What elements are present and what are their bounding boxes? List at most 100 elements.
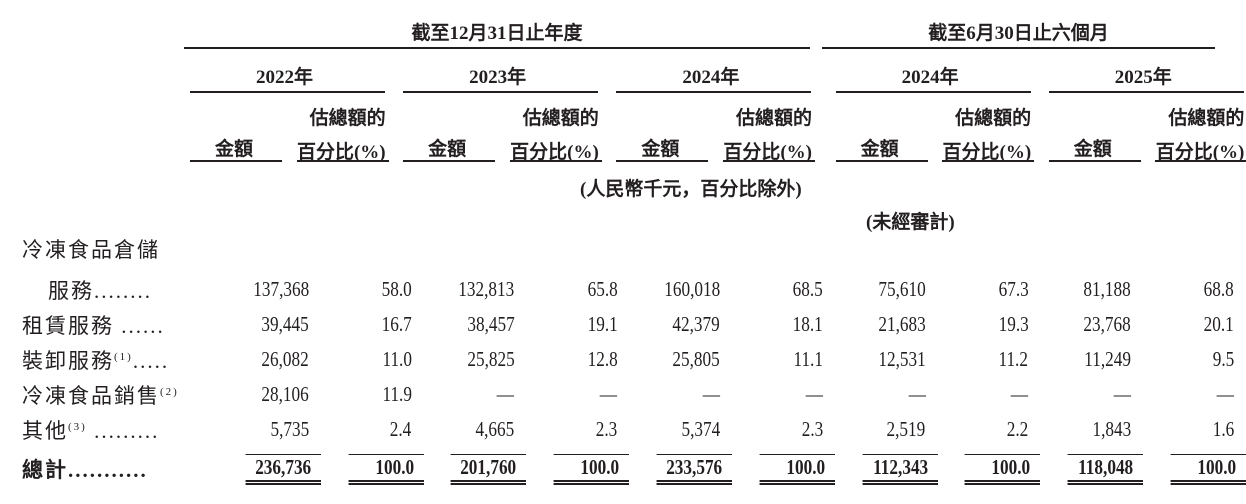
value-cell: 5,735 [270, 417, 309, 441]
amount-header: 金額 [1073, 139, 1112, 160]
row-label: 其他(3) ......... [22, 418, 160, 443]
divider [1155, 160, 1246, 162]
divider [509, 160, 602, 162]
value-cell: 112,343 [835, 447, 938, 491]
value-cell: 75,610 [878, 277, 926, 301]
divider [403, 160, 496, 162]
year-header: 2023年 [469, 67, 527, 88]
total-row: 總計........... 236,736 100.0 201,760 100.0 233… [0, 447, 1246, 491]
amount-header: 金額 [860, 139, 899, 160]
table-row: 租賃服務 ...... 39,445 16.7 38,457 19.1 42,379 18.… [0, 307, 1246, 342]
divider [835, 160, 928, 162]
value-cell: 20.1 [1203, 312, 1234, 336]
row-label: 冷凍食品倉儲 [22, 238, 160, 262]
value-cell: 2.3 [801, 417, 823, 441]
divider [822, 47, 1215, 49]
value-cell: 39,445 [261, 312, 309, 336]
value-cell: 1,843 [1092, 417, 1132, 441]
value-cell: 21,683 [878, 312, 926, 336]
value-cell: 18.1 [792, 312, 823, 336]
value-cell: 2,519 [886, 417, 926, 441]
value-cell: — [805, 382, 823, 406]
value-cell: 11.9 [382, 382, 412, 406]
value-cell: 25,805 [672, 347, 721, 371]
value-cell: 236,736 [218, 447, 321, 491]
value-cell: 233,576 [629, 447, 733, 491]
value-cell: 11.0 [382, 347, 412, 371]
value-cell: 2.3 [595, 417, 618, 441]
value-cell: 100.0 [526, 447, 630, 491]
divider [835, 91, 1031, 93]
row-label: 租賃服務 ...... [22, 313, 165, 338]
group-header-annual: 截至12月31日止年度 [411, 23, 583, 44]
divider [184, 47, 810, 49]
value-cell: — [1113, 382, 1132, 406]
divider [723, 160, 815, 162]
value-cell: 19.3 [998, 312, 1029, 336]
value-cell: — [497, 382, 515, 406]
percentage-header: 估總額的 百分比(%) [723, 108, 812, 163]
divider [296, 160, 389, 162]
value-cell: 11.2 [998, 347, 1029, 371]
value-cell: — [908, 382, 926, 406]
year-header: 2024年 [901, 67, 959, 88]
year-header: 2024年 [682, 67, 740, 88]
value-cell: 1.6 [1212, 417, 1234, 441]
value-cell: 12,531 [878, 347, 926, 371]
divider [942, 160, 1035, 162]
percentage-header: 估總額的 百分比(%) [510, 108, 599, 163]
value-cell: 118,048 [1040, 447, 1144, 491]
value-cell: 23,768 [1083, 312, 1132, 336]
value-cell: 58.0 [381, 277, 412, 301]
unaudited-note: (未經審計) [866, 212, 955, 233]
percentage-header: 估總額的 百分比(%) [942, 108, 1032, 163]
value-cell: 4,665 [475, 417, 515, 441]
value-cell: 5,374 [681, 417, 721, 441]
table-row: 其他(3) ......... 5,735 2.4 4,665 2.3 5,374 2.3 2… [0, 412, 1246, 447]
value-cell: 38,457 [467, 312, 515, 336]
value-cell: 42,379 [672, 312, 721, 336]
value-cell: 100.0 [321, 447, 424, 491]
amount-header: 金額 [214, 139, 253, 160]
value-cell: 19.1 [587, 312, 618, 336]
value-cell: 160,018 [664, 277, 721, 301]
table-row: 服務........ 137,368 58.0 132,813 65.8 160,018 6… [0, 272, 1246, 307]
value-cell: — [1011, 382, 1029, 406]
percentage-header: 估總額的 百分比(%) [1155, 108, 1245, 163]
group-header-six-months: 截至6月30日止六個月 [928, 23, 1109, 44]
divider [190, 91, 385, 93]
year-header: 2025年 [1114, 67, 1172, 88]
divider [1048, 91, 1244, 93]
value-cell: 11,249 [1084, 347, 1132, 371]
value-cell: 201,760 [424, 447, 527, 491]
table-row: 冷凍食品銷售(2) 28,106 11.9 — — — — — — — — [0, 377, 1246, 412]
value-cell: 100.0 [732, 447, 835, 491]
revenue-table: 冷凍食品倉儲服務........ 137,368 58.0 132,813 65.8 16… [0, 228, 1246, 491]
value-cell: 25,825 [467, 347, 515, 371]
value-cell: 2.2 [1006, 417, 1029, 441]
total-label: 總計........... [22, 458, 148, 482]
value-cell: 81,188 [1083, 277, 1132, 301]
table-row: 裝卸服務(1)..... 26,082 11.0 25,825 12.8 25,805 11… [0, 342, 1246, 377]
value-cell: — [702, 382, 721, 406]
divider [616, 91, 812, 93]
value-cell: 137,368 [252, 277, 309, 301]
value-cell: — [600, 382, 618, 406]
value-cell: 65.8 [587, 277, 618, 301]
value-cell: 28,106 [261, 382, 309, 406]
divider [616, 160, 709, 162]
value-cell: 68.8 [1203, 277, 1234, 301]
amount-header: 金額 [641, 139, 680, 160]
value-cell: 100.0 [1143, 447, 1246, 491]
divider [1048, 160, 1141, 162]
amount-header: 金額 [428, 139, 467, 160]
value-cell: 16.7 [381, 312, 412, 336]
row-label: 裝卸服務(1)..... [22, 348, 170, 373]
value-cell: 132,813 [458, 277, 515, 301]
row-label: 服務........ [48, 278, 152, 303]
value-cell: 26,082 [261, 347, 309, 371]
percentage-header: 估總額的 百分比(%) [296, 108, 386, 163]
value-cell: 9.5 [1212, 347, 1234, 371]
unit-note: (人民幣千元，百分比除外) [580, 179, 802, 200]
